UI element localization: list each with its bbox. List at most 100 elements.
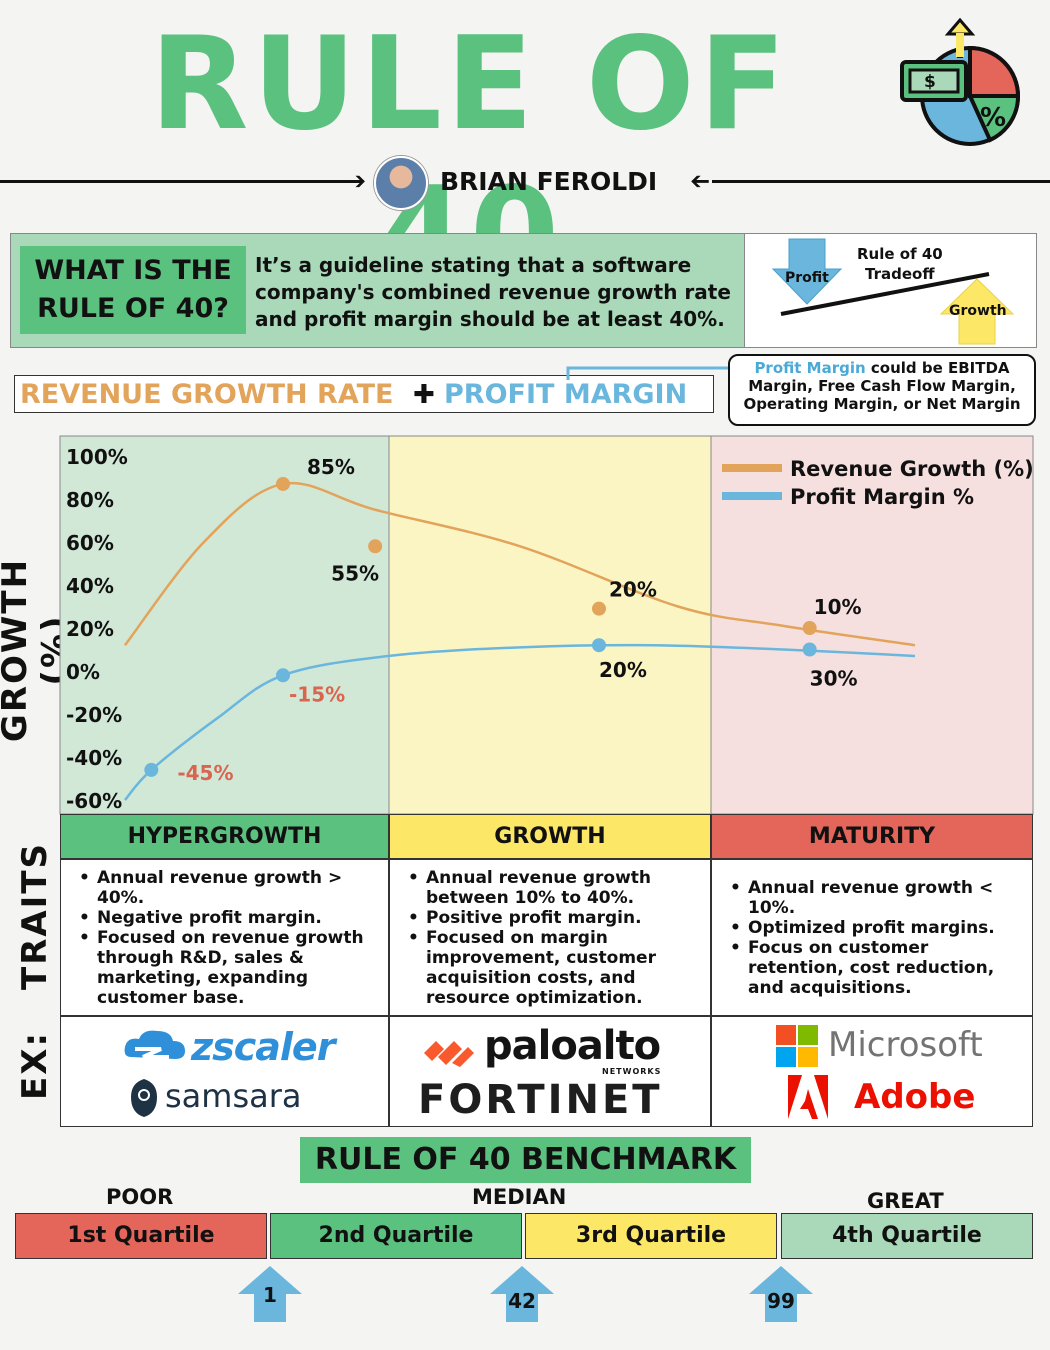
y-tick-label: 40% bbox=[66, 574, 114, 598]
benchmark-marker-3-label: 99 bbox=[767, 1289, 795, 1313]
quartile-3: 3rd Quartile bbox=[525, 1213, 777, 1259]
y-tick-label: 60% bbox=[66, 531, 114, 555]
zone-growth-bg bbox=[388, 435, 712, 815]
trait-item: Focused on revenue growth through R&D, s… bbox=[75, 928, 382, 1008]
tradeoff-growth-label: Growth bbox=[949, 303, 1007, 319]
trait-item: Focus on customer retention, cost reduct… bbox=[726, 938, 1026, 998]
definition-text: It’s a guideline stating that a software… bbox=[255, 253, 731, 331]
data-label: 85% bbox=[307, 455, 355, 479]
data-point bbox=[592, 601, 606, 616]
benchmark-median-label: MEDIAN bbox=[472, 1185, 567, 1209]
y-tick-label: 0% bbox=[66, 660, 100, 684]
profit-margin-note: Profit Margin could be EBITDA Margin, Fr… bbox=[728, 354, 1036, 426]
benchmark-great-label: GREAT bbox=[867, 1189, 944, 1213]
examples-hypergrowth: zscaler samsara bbox=[60, 1016, 389, 1127]
microsoft-logo: Microsoft bbox=[828, 1025, 983, 1065]
formula-revenue: REVENUE GROWTH RATE bbox=[20, 379, 394, 410]
y-tick-label: -40% bbox=[66, 746, 122, 770]
examples-maturity: Microsoft Adobe bbox=[711, 1016, 1033, 1127]
legend-label: Profit Margin % bbox=[790, 485, 974, 509]
data-point bbox=[592, 638, 606, 653]
author-line-left bbox=[0, 180, 360, 183]
definition-label-line1: WHAT IS THE bbox=[34, 255, 232, 286]
data-label: 20% bbox=[609, 578, 657, 602]
traits-maturity: Annual revenue growth < 10%. Optimized p… bbox=[711, 859, 1033, 1016]
trait-item: Annual revenue growth > 40%. bbox=[75, 868, 382, 908]
definition-label: WHAT IS THE RULE OF 40? bbox=[20, 246, 246, 334]
note-connector-arrow bbox=[566, 362, 740, 380]
data-point bbox=[276, 668, 290, 683]
paloalto-logo-icon bbox=[424, 1041, 474, 1067]
data-point bbox=[276, 476, 290, 491]
page-title: RULE OF 40 bbox=[149, 10, 791, 309]
examples-growth: paloalto NETWORKS FORTINET bbox=[389, 1016, 711, 1127]
benchmark-marker-3: 99 bbox=[749, 1266, 813, 1322]
svg-text:$: $ bbox=[924, 72, 936, 92]
tradeoff-title-line1: Rule of 40 bbox=[857, 245, 943, 263]
note-highlight: Profit Margin bbox=[754, 359, 866, 377]
svg-text:%: % bbox=[980, 103, 1006, 133]
lifecycle-chart: 100% 80% 60% 40% 20% 0% -20% -40% -60% 85% 55% 20% 1… bbox=[59, 435, 1034, 815]
y-tick-label: -60% bbox=[66, 789, 122, 813]
note-line1: could be EBITDA bbox=[865, 359, 1010, 377]
trait-item: Annual revenue growth between 10% to 40%… bbox=[404, 868, 704, 908]
data-label: 30% bbox=[810, 667, 858, 691]
y-tick-label: -20% bbox=[66, 703, 122, 727]
data-point bbox=[144, 762, 159, 777]
series-line-0 bbox=[124, 481, 916, 647]
data-point bbox=[802, 642, 817, 657]
stage-header-growth: GROWTH bbox=[389, 814, 711, 859]
author-name: BRIAN FEROLDI bbox=[440, 167, 658, 196]
data-point bbox=[802, 621, 817, 635]
legend-label: Revenue Growth (%) bbox=[790, 457, 1034, 481]
traits-hypergrowth: Annual revenue growth > 40%. Negative pr… bbox=[60, 859, 389, 1016]
tradeoff-graphic: Profit Growth Rule of 40 Tradeoff bbox=[771, 238, 1015, 345]
trait-item: Optimized profit margins. bbox=[726, 918, 1026, 938]
formula-box bbox=[14, 375, 714, 413]
traits-growth: Annual revenue growth between 10% to 40%… bbox=[389, 859, 711, 1016]
microsoft-logo-icon bbox=[776, 1025, 818, 1067]
quartile-1: 1st Quartile bbox=[15, 1213, 267, 1259]
paloalto-logo: paloalto bbox=[484, 1023, 661, 1069]
benchmark-marker-2: 42 bbox=[490, 1266, 554, 1322]
benchmark-marker-1-label: 1 bbox=[263, 1283, 277, 1307]
tradeoff-profit-label: Profit bbox=[785, 270, 829, 286]
tradeoff-diagram: Profit Growth Rule of 40 Tradeoff bbox=[744, 234, 1036, 347]
trait-item: Negative profit margin. bbox=[75, 908, 382, 928]
zone-hypergrowth-bg bbox=[59, 435, 390, 815]
examples-side-label: EX: bbox=[15, 1030, 55, 1100]
trait-item: Positive profit margin. bbox=[404, 908, 704, 928]
y-tick-label: 20% bbox=[66, 617, 114, 641]
data-point bbox=[368, 539, 383, 554]
stage-header-maturity: MATURITY bbox=[711, 814, 1033, 859]
note-line2: Margin, Free Cash Flow Margin, bbox=[748, 377, 1016, 395]
samsara-logo-icon bbox=[131, 1079, 157, 1117]
y-tick-label: 100% bbox=[66, 445, 128, 469]
arrow-right-icon: ➔ bbox=[346, 167, 367, 195]
trait-item: Annual revenue growth < 10%. bbox=[726, 878, 1026, 918]
data-label: -45% bbox=[177, 761, 233, 785]
definition-label-line2: RULE OF 40? bbox=[37, 293, 229, 324]
adobe-logo-icon bbox=[788, 1075, 828, 1119]
benchmark-poor-label: POOR bbox=[106, 1185, 174, 1209]
zscaler-logo: zscaler bbox=[191, 1025, 335, 1069]
zscaler-logo-icon bbox=[124, 1030, 185, 1059]
fortinet-logo: FORTINET bbox=[418, 1077, 663, 1123]
plus-icon: ✚ bbox=[413, 380, 435, 410]
arrow-left-icon: ➔ bbox=[690, 167, 711, 195]
trait-item: Focused on margin improvement, customer … bbox=[404, 928, 704, 1008]
series-line-1 bbox=[124, 643, 916, 801]
benchmark-marker-2-label: 42 bbox=[508, 1289, 536, 1313]
data-label: 20% bbox=[599, 658, 647, 682]
author-line-right bbox=[712, 180, 1050, 183]
traits-side-label: TRAITS bbox=[15, 841, 55, 990]
note-line3: Operating Margin, or Net Margin bbox=[743, 395, 1021, 413]
data-label: -15% bbox=[289, 682, 345, 706]
paloalto-networks-label: NETWORKS bbox=[602, 1067, 662, 1076]
samsara-logo: samsara bbox=[165, 1077, 302, 1115]
formula-profit: PROFIT MARGIN bbox=[444, 379, 688, 410]
adobe-logo: Adobe bbox=[854, 1077, 976, 1117]
quartile-4: 4th Quartile bbox=[781, 1213, 1033, 1259]
avatar bbox=[374, 156, 428, 210]
data-label: 55% bbox=[331, 561, 379, 585]
